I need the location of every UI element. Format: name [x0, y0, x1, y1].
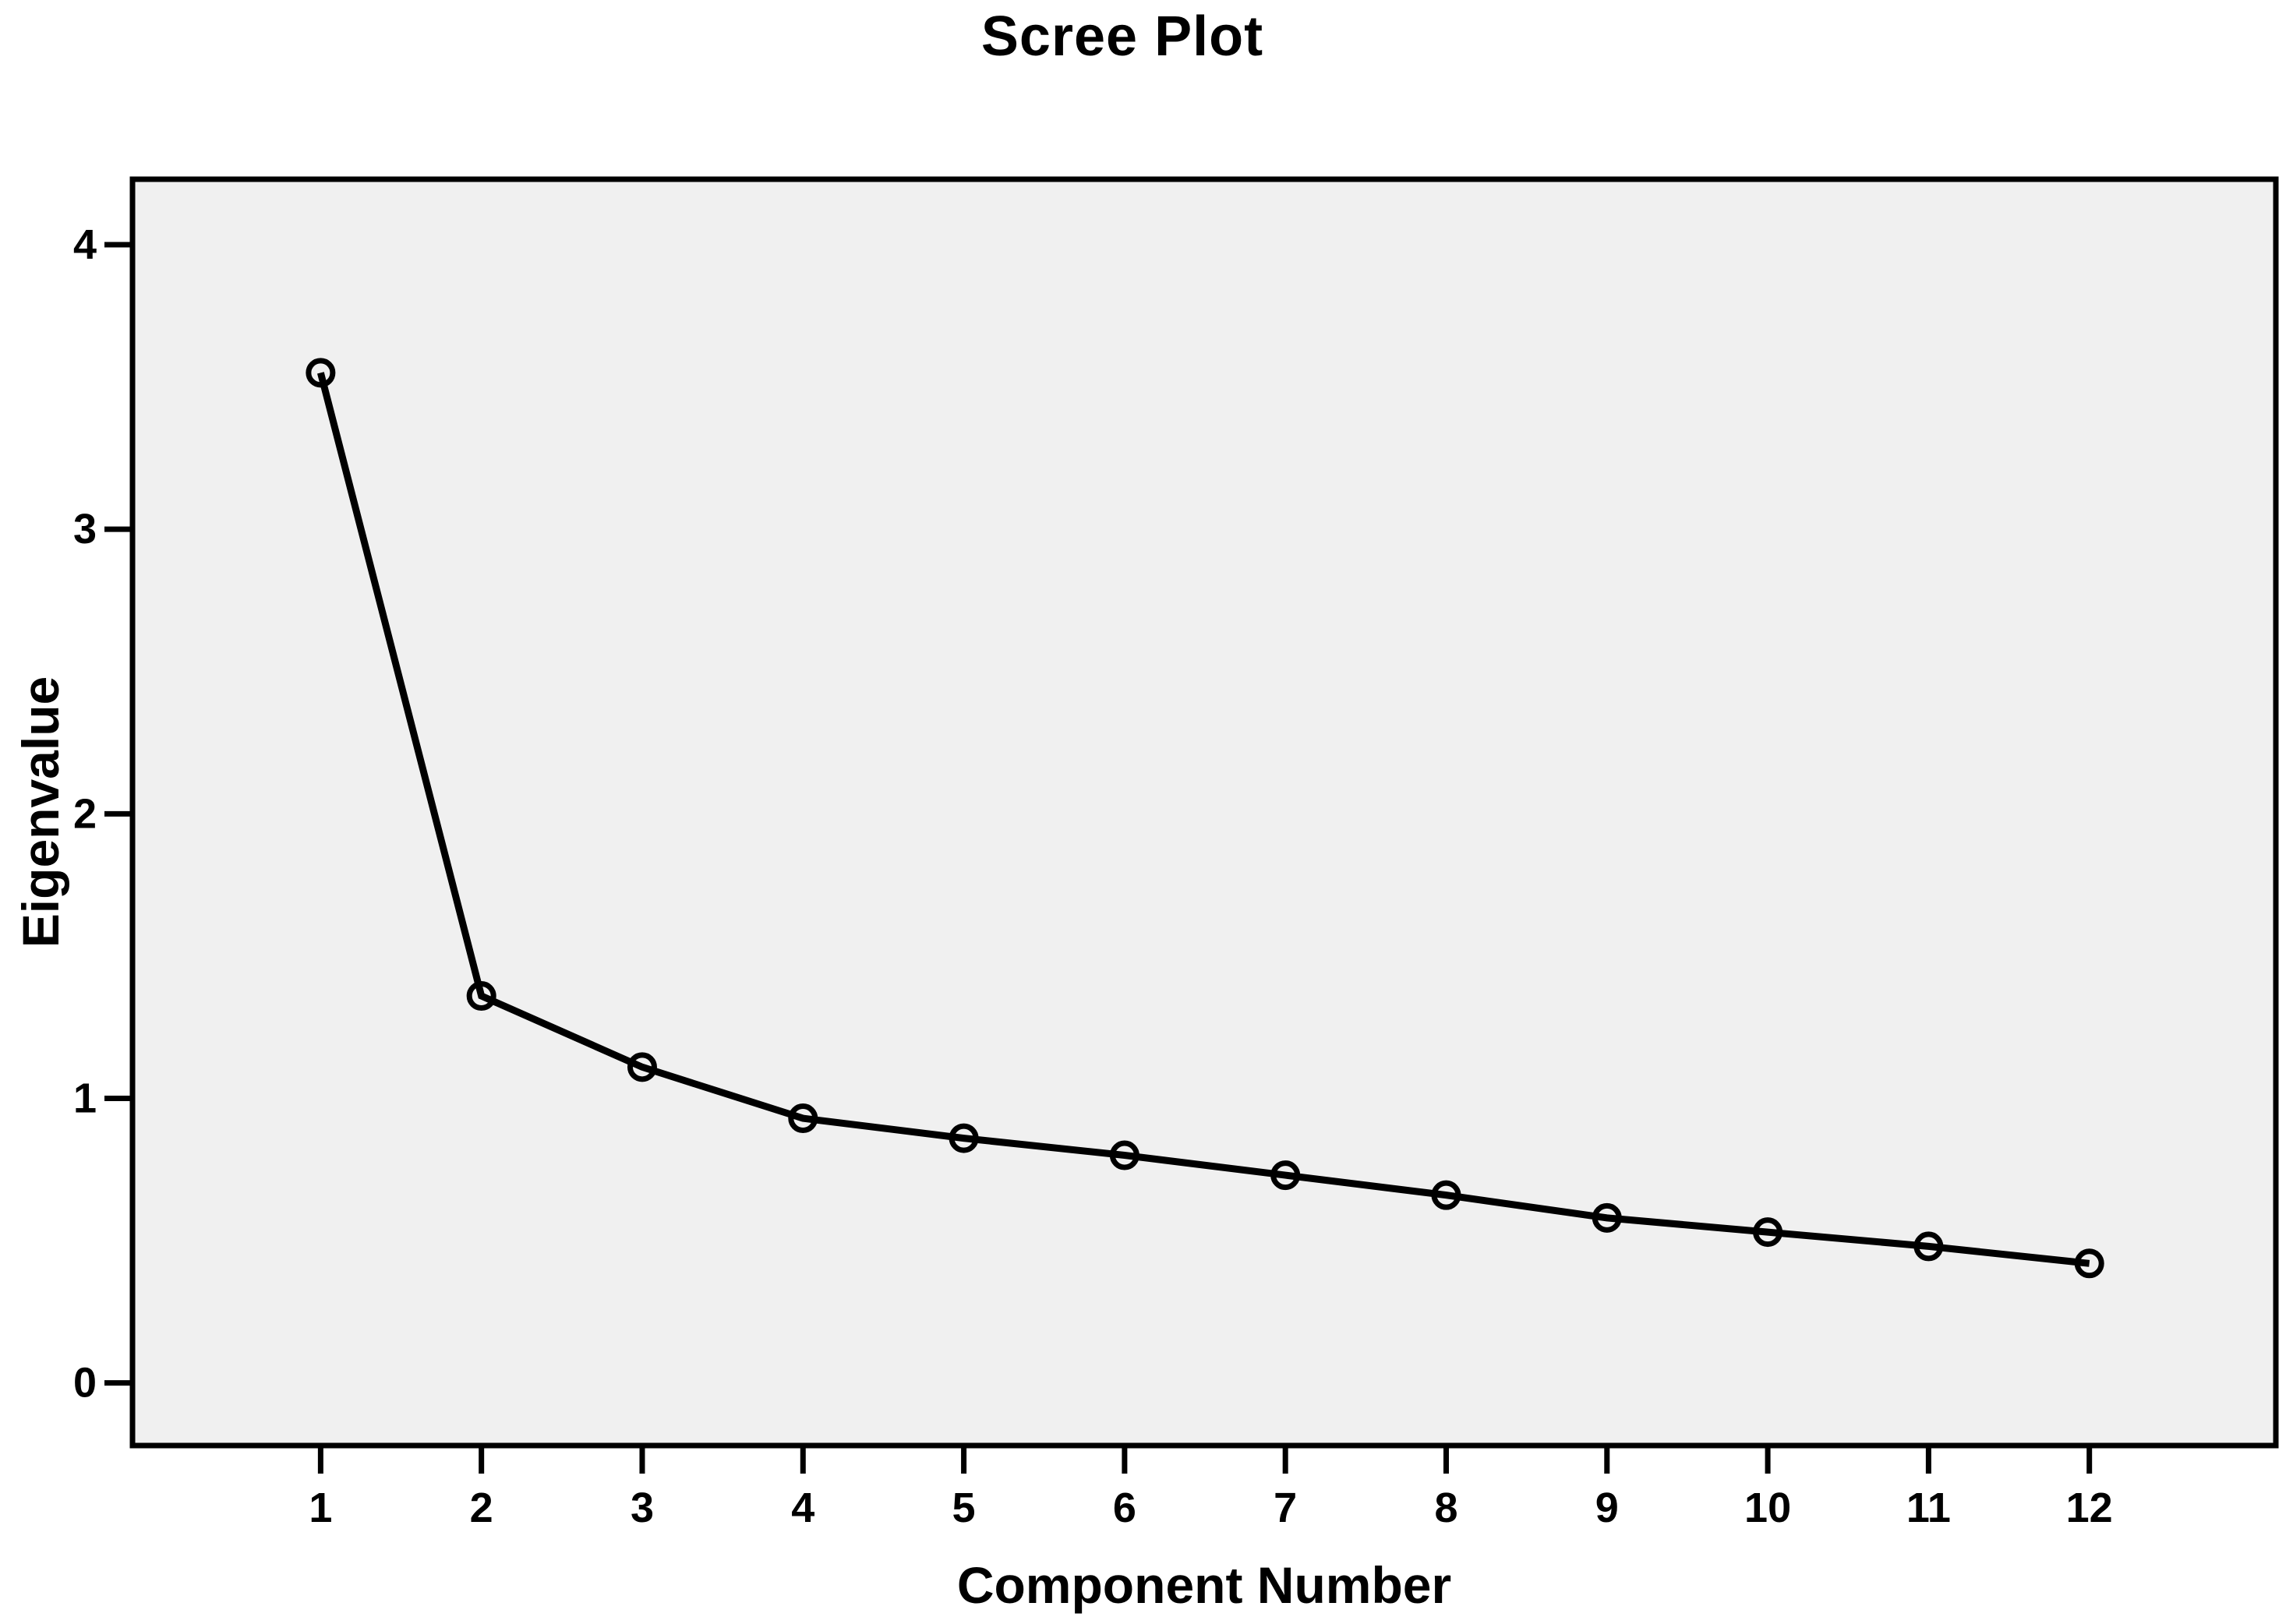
x-tick-label: 11 [1906, 1485, 1951, 1531]
data-point-marker [1753, 1217, 1783, 1248]
x-tick-label: 1 [309, 1485, 332, 1531]
plot-area [129, 176, 2279, 1449]
y-tick-label: 2 [73, 790, 97, 837]
data-point-marker [1431, 1180, 1461, 1210]
data-point-marker [1270, 1160, 1301, 1191]
data-point-marker [627, 1052, 657, 1082]
x-tick-label: 9 [1595, 1485, 1619, 1531]
x-tick-label: 2 [470, 1485, 493, 1531]
data-point-marker [788, 1103, 818, 1134]
data-point-marker [1592, 1202, 1622, 1233]
x-tick-label: 10 [1744, 1485, 1791, 1531]
y-axis-title: Eigenvalue [12, 676, 69, 948]
x-tick-label: 8 [1434, 1485, 1457, 1531]
x-tick-label: 4 [791, 1485, 814, 1531]
x-tick-label: 12 [2066, 1485, 2113, 1531]
y-tick-label: 3 [73, 506, 97, 553]
y-tick-label: 0 [73, 1360, 97, 1407]
x-tick-label: 7 [1274, 1485, 1297, 1531]
x-tick-label: 5 [952, 1485, 976, 1531]
eigenvalue-line [317, 372, 2090, 1267]
data-point-marker [1109, 1140, 1139, 1170]
x-axis-title: Component Number [956, 1556, 1452, 1614]
chart-title: Scree Plot [980, 5, 1264, 68]
x-tick-label: 6 [1113, 1485, 1136, 1531]
data-point-marker [949, 1123, 979, 1153]
data-point-marker [306, 358, 336, 388]
data-point-marker [2074, 1248, 2104, 1279]
data-point-marker [466, 981, 496, 1011]
y-tick-label: 1 [73, 1075, 97, 1121]
data-point-marker [1913, 1231, 1944, 1262]
y-tick-label: 4 [73, 221, 97, 268]
x-tick-label: 3 [631, 1485, 654, 1531]
